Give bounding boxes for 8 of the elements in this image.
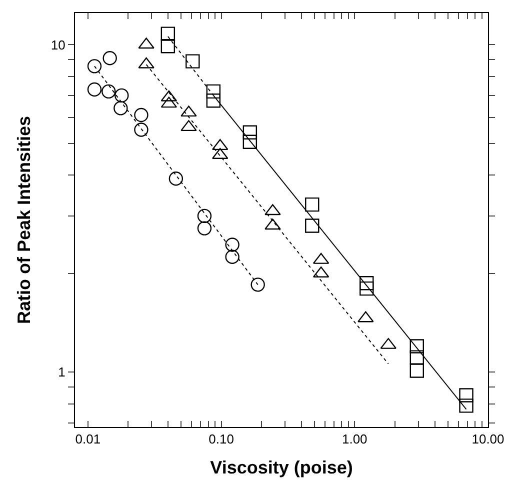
y-tick-label: 10 [50, 37, 66, 52]
y-axis-title: Ratio of Peak Intensities [14, 116, 34, 324]
x-tick-label: 0.01 [75, 432, 101, 447]
x-axis-title: Viscosity (poise) [210, 458, 353, 478]
x-tick-label: 10.00 [472, 432, 504, 447]
x-tick-label: 0.10 [208, 432, 234, 447]
y-tick-label: 1 [58, 364, 66, 380]
x-tick-label: 1.00 [342, 432, 368, 447]
